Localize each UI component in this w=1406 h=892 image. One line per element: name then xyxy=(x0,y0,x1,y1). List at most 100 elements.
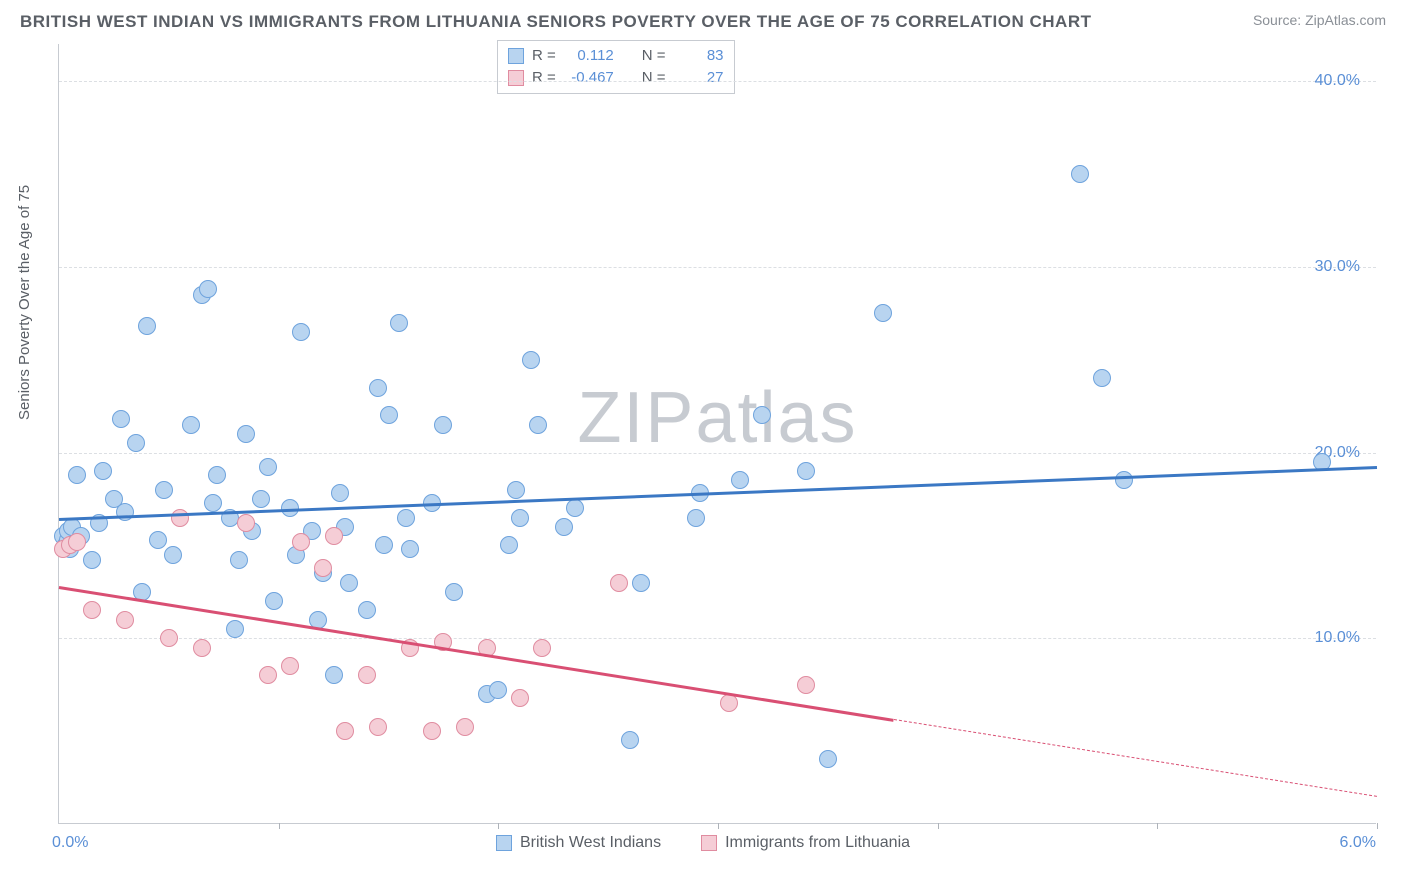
data-point xyxy=(237,425,255,443)
data-point xyxy=(369,379,387,397)
data-point xyxy=(226,620,244,638)
data-point xyxy=(340,574,358,592)
data-point xyxy=(555,518,573,536)
data-point xyxy=(687,509,705,527)
data-point xyxy=(182,416,200,434)
data-point xyxy=(325,666,343,684)
data-point xyxy=(292,533,310,551)
data-point xyxy=(566,499,584,517)
data-point xyxy=(369,718,387,736)
r-value-1: 0.112 xyxy=(564,45,614,67)
data-point xyxy=(116,611,134,629)
data-point xyxy=(68,533,86,551)
r-label: R = xyxy=(532,45,556,67)
data-point xyxy=(529,416,547,434)
data-point xyxy=(500,536,518,554)
legend-row: R = -0.467 N = 27 xyxy=(508,67,724,89)
series-name-2: Immigrants from Lithuania xyxy=(725,834,910,852)
data-point xyxy=(116,503,134,521)
watermark: ZIPatlas xyxy=(577,377,857,459)
data-point xyxy=(230,551,248,569)
data-point xyxy=(1115,471,1133,489)
scatter-chart: ZIPatlas R = 0.112 N = 83 R = -0.467 N =… xyxy=(58,44,1376,824)
gridline xyxy=(59,81,1376,82)
data-point xyxy=(375,536,393,554)
chart-title: BRITISH WEST INDIAN VS IMMIGRANTS FROM L… xyxy=(20,12,1092,32)
data-point xyxy=(720,694,738,712)
data-point xyxy=(753,406,771,424)
data-point xyxy=(511,509,529,527)
series-legend: British West Indians Immigrants from Lit… xyxy=(0,834,1406,852)
data-point xyxy=(819,750,837,768)
x-tick xyxy=(718,823,719,829)
y-tick-label: 10.0% xyxy=(1315,629,1360,647)
data-point xyxy=(456,718,474,736)
data-point xyxy=(138,317,156,335)
data-point xyxy=(94,462,112,480)
x-tick xyxy=(498,823,499,829)
data-point xyxy=(1071,165,1089,183)
data-point xyxy=(171,509,189,527)
n-value-2: 27 xyxy=(674,67,724,89)
data-point xyxy=(112,410,130,428)
data-point xyxy=(281,657,299,675)
data-point xyxy=(237,514,255,532)
correlation-legend: R = 0.112 N = 83 R = -0.467 N = 27 xyxy=(497,40,735,94)
gridline xyxy=(59,453,1376,454)
swatch-icon xyxy=(496,835,512,851)
gridline xyxy=(59,267,1376,268)
y-axis-label: Seniors Poverty Over the Age of 75 xyxy=(16,185,33,420)
data-point xyxy=(632,574,650,592)
data-point xyxy=(797,462,815,480)
data-point xyxy=(83,601,101,619)
source-label: Source: ZipAtlas.com xyxy=(1253,12,1386,28)
data-point xyxy=(445,583,463,601)
data-point xyxy=(401,540,419,558)
data-point xyxy=(164,546,182,564)
data-point xyxy=(434,416,452,434)
data-point xyxy=(127,434,145,452)
legend-item: British West Indians xyxy=(496,834,661,852)
data-point xyxy=(252,490,270,508)
data-point xyxy=(507,481,525,499)
n-value-1: 83 xyxy=(674,45,724,67)
data-point xyxy=(160,629,178,647)
data-point xyxy=(155,481,173,499)
data-point xyxy=(204,494,222,512)
data-point xyxy=(193,639,211,657)
trend-line xyxy=(59,586,894,721)
data-point xyxy=(83,551,101,569)
data-point xyxy=(397,509,415,527)
r-label: R = xyxy=(532,67,556,89)
data-point xyxy=(423,722,441,740)
data-point xyxy=(358,666,376,684)
data-point xyxy=(336,722,354,740)
gridline xyxy=(59,638,1376,639)
data-point xyxy=(610,574,628,592)
x-tick xyxy=(279,823,280,829)
data-point xyxy=(731,471,749,489)
data-point xyxy=(380,406,398,424)
data-point xyxy=(522,351,540,369)
trend-line-extension xyxy=(894,719,1377,797)
data-point xyxy=(331,484,349,502)
data-point xyxy=(874,304,892,322)
n-label: N = xyxy=(642,45,666,67)
data-point xyxy=(358,601,376,619)
x-tick xyxy=(1377,823,1378,829)
legend-item: Immigrants from Lithuania xyxy=(701,834,910,852)
data-point xyxy=(259,666,277,684)
data-point xyxy=(149,531,167,549)
data-point xyxy=(259,458,277,476)
data-point xyxy=(199,280,217,298)
legend-row: R = 0.112 N = 83 xyxy=(508,45,724,67)
data-point xyxy=(797,676,815,694)
r-value-2: -0.467 xyxy=(564,67,614,89)
x-tick xyxy=(938,823,939,829)
n-label: N = xyxy=(642,67,666,89)
data-point xyxy=(489,681,507,699)
swatch-icon xyxy=(701,835,717,851)
swatch-icon xyxy=(508,70,524,86)
data-point xyxy=(265,592,283,610)
data-point xyxy=(208,466,226,484)
